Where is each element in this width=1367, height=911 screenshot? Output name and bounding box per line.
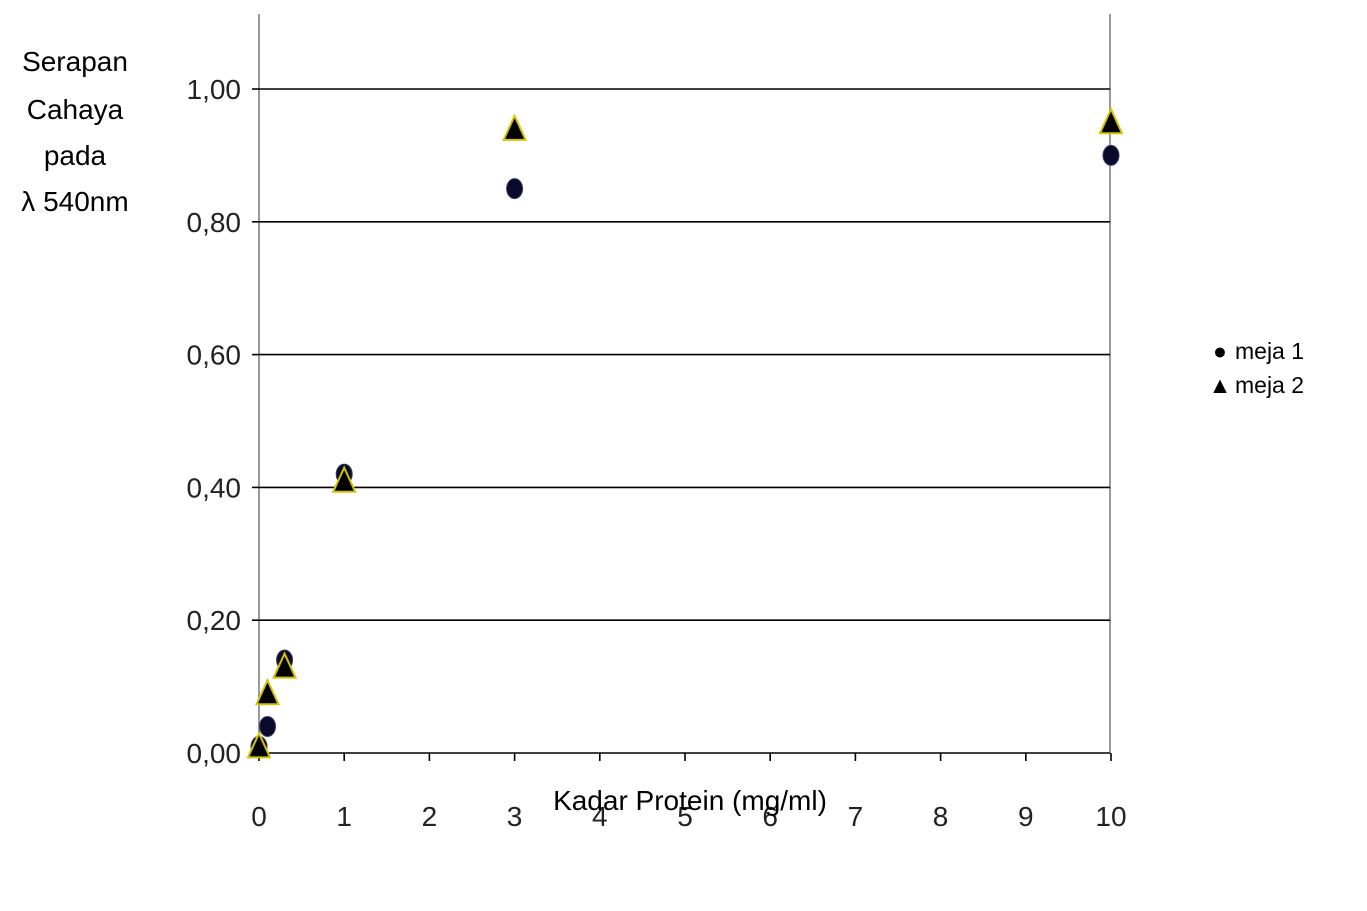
x-tick-label: 5 [677,801,693,832]
x-tick-label: 8 [933,801,949,832]
legend-item: ▲ meja 2 [1205,368,1304,402]
x-tick-label: 6 [762,801,778,832]
y-axis-label-line: pada [43,140,107,171]
data-point-meja-1 [506,178,524,200]
data-point-meja-2 [246,730,272,759]
y-axis-label-line: Cahaya [26,94,124,125]
triangle-marker-icon: ▲ [1208,371,1232,398]
y-tick-label: 0,40 [187,472,242,503]
y-axis-label-line: Serapan [22,46,128,77]
y-tick-label: 0,20 [187,605,242,636]
x-tick-label: 10 [1095,801,1126,832]
x-tick-label: 0 [251,801,267,832]
data-point-meja-2 [1098,106,1124,135]
data-point-meja-1 [1102,144,1120,166]
y-axis-label-line: λ 540nm [21,186,129,217]
x-tick-label: 2 [422,801,438,832]
data-point-meja-2 [272,651,298,679]
legend-label: meja 1 [1235,337,1305,364]
x-tick-label: 7 [848,801,864,832]
data-point-meja-2 [502,113,528,141]
y-tick-label: 0,60 [187,340,242,371]
legend-item: ● meja 1 [1205,334,1304,368]
data-point-meja-2 [331,465,357,493]
x-tick-label: 1 [336,801,352,832]
legend: ● meja 1 ▲ meja 2 [1205,334,1304,402]
legend-label: meja 2 [1235,371,1305,398]
x-tick-label: 3 [507,801,523,832]
circle-marker-icon: ● [1213,337,1227,364]
x-tick-label: 4 [592,801,608,832]
y-tick-label: 1,00 [187,74,242,105]
x-axis-label: Kadar Protein (mg/ml) [553,785,827,816]
y-tick-label: 0,00 [187,738,242,769]
y-tick-label: 0,80 [187,207,242,238]
data-point-meja-1 [259,715,277,737]
x-tick-label: 9 [1018,801,1034,832]
data-point-meja-2 [254,677,281,706]
